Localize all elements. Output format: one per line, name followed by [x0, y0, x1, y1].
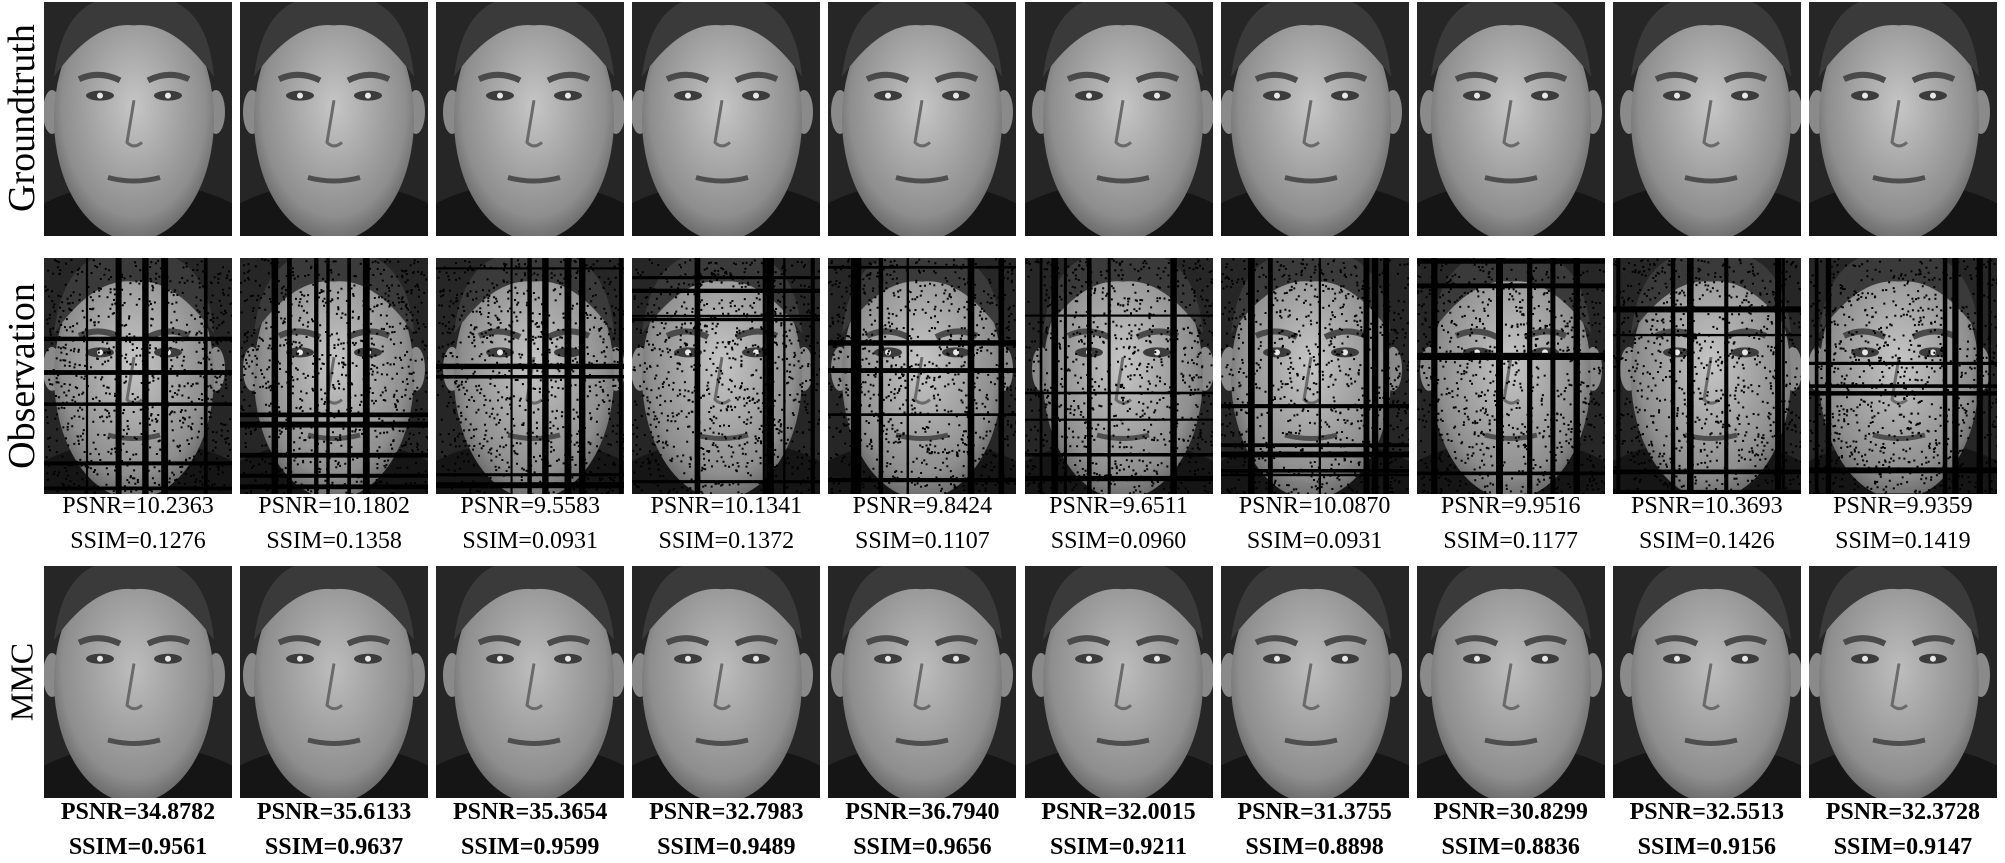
- groundtruth-face-9: [1612, 2, 1801, 236]
- observation-face-8: [1416, 258, 1605, 494]
- mmc-psnr-6: PSNR=32.0015: [1041, 799, 1196, 825]
- row-label-observation: Observation: [1, 283, 43, 469]
- mmc-psnr-9: PSNR=32.5513: [1629, 799, 1784, 825]
- mmc-psnr-1: PSNR=34.8782: [60, 799, 216, 825]
- mmc-face-8: [1416, 566, 1605, 798]
- groundtruth-face-8: [1416, 2, 1605, 236]
- observation-face-6: [1024, 258, 1213, 494]
- observation-psnr-9: PSNR=10.3693: [1631, 493, 1783, 519]
- observation-psnr-6: PSNR=9.6511: [1049, 493, 1188, 519]
- mmc-ssim-10: SSIM=0.9147: [1833, 834, 1973, 860]
- mmc-face-10: [1808, 566, 1997, 798]
- observation-ssim-10: SSIM=0.1419: [1835, 528, 1971, 554]
- groundtruth-face-7: [1220, 2, 1409, 236]
- groundtruth-face-1: [44, 2, 232, 236]
- mmc-face-4: [632, 566, 821, 798]
- observation-face-4: [632, 258, 821, 494]
- observation-ssim-1: SSIM=0.1276: [70, 528, 206, 554]
- groundtruth-face-3: [436, 2, 625, 236]
- mmc-psnr-3: PSNR=35.3654: [453, 799, 608, 825]
- mmc-ssim-5: SSIM=0.9656: [853, 834, 992, 860]
- mmc-psnr-4: PSNR=32.7983: [649, 799, 804, 825]
- observation-face-1: [44, 258, 232, 494]
- row-label-mmc: MMC: [3, 642, 40, 722]
- mmc-ssim-1: SSIM=0.9561: [68, 834, 208, 860]
- observation-ssim-6: SSIM=0.0960: [1050, 528, 1187, 554]
- row-label-groundtruth: Groundtruth: [1, 24, 43, 212]
- mmc-psnr-2: PSNR=35.6133: [256, 799, 412, 825]
- observation-psnr-3: PSNR=9.5583: [460, 493, 600, 519]
- groundtruth-face-4: [632, 2, 821, 236]
- mmc-face-5: [828, 566, 1017, 798]
- mmc-face-9: [1612, 566, 1801, 798]
- mmc-face-2: [240, 566, 429, 798]
- mmc-ssim-2: SSIM=0.9637: [264, 834, 404, 860]
- observation-psnr-7: PSNR=10.0870: [1238, 493, 1391, 519]
- mmc-psnr-10: PSNR=32.3728: [1825, 799, 1981, 825]
- observation-face-7: [1220, 258, 1409, 494]
- observation-psnr-10: PSNR=9.9359: [1833, 493, 1973, 519]
- mmc-ssim-9: SSIM=0.9156: [1637, 834, 1776, 860]
- mmc-ssim-4: SSIM=0.9489: [657, 834, 796, 860]
- observation-face-10: [1808, 258, 1997, 494]
- observation-psnr-2: PSNR=10.1802: [258, 493, 410, 519]
- mmc-ssim-3: SSIM=0.9599: [461, 834, 600, 860]
- mmc-row: [44, 566, 2005, 798]
- groundtruth-face-6: [1024, 2, 1213, 236]
- observation-face-5: [828, 258, 1017, 494]
- groundtruth-face-10: [1808, 2, 1997, 236]
- mmc-psnr-8: PSNR=30.8299: [1433, 799, 1588, 825]
- observation-ssim-2: SSIM=0.1358: [266, 528, 402, 554]
- observation-ssim-9: SSIM=0.1426: [1639, 528, 1775, 554]
- observation-psnr-5: PSNR=9.8424: [852, 493, 993, 519]
- observation-psnr-1: PSNR=10.2363: [62, 493, 214, 519]
- groundtruth-row: [44, 2, 2005, 236]
- mmc-face-7: [1220, 566, 1409, 798]
- observation-face-3: [436, 258, 625, 494]
- observation-ssim-5: SSIM=0.1107: [855, 528, 990, 554]
- mmc-psnr-5: PSNR=36.7940: [845, 799, 1000, 825]
- mmc-face-1: [44, 566, 232, 798]
- mmc-face-3: [436, 566, 625, 798]
- groundtruth-face-2: [240, 2, 429, 236]
- observation-face-2: [240, 258, 429, 494]
- mmc-ssim-8: SSIM=0.8836: [1441, 834, 1580, 860]
- observation-ssim-4: SSIM=0.1372: [658, 528, 795, 554]
- observation-row: [44, 258, 2005, 494]
- observation-psnr-4: PSNR=10.1341: [650, 493, 803, 519]
- observation-psnr-8: PSNR=9.9516: [1440, 493, 1581, 519]
- mmc-psnr-7: PSNR=31.3755: [1237, 799, 1392, 825]
- observation-face-9: [1612, 258, 1801, 494]
- observation-ssim-8: SSIM=0.1177: [1443, 528, 1579, 554]
- groundtruth-face-5: [828, 2, 1017, 236]
- observation-ssim-3: SSIM=0.0931: [462, 528, 598, 554]
- mmc-ssim-6: SSIM=0.9211: [1049, 834, 1188, 860]
- mmc-face-6: [1024, 566, 1213, 798]
- mmc-ssim-7: SSIM=0.8898: [1245, 834, 1384, 860]
- observation-ssim-7: SSIM=0.0931: [1246, 528, 1383, 554]
